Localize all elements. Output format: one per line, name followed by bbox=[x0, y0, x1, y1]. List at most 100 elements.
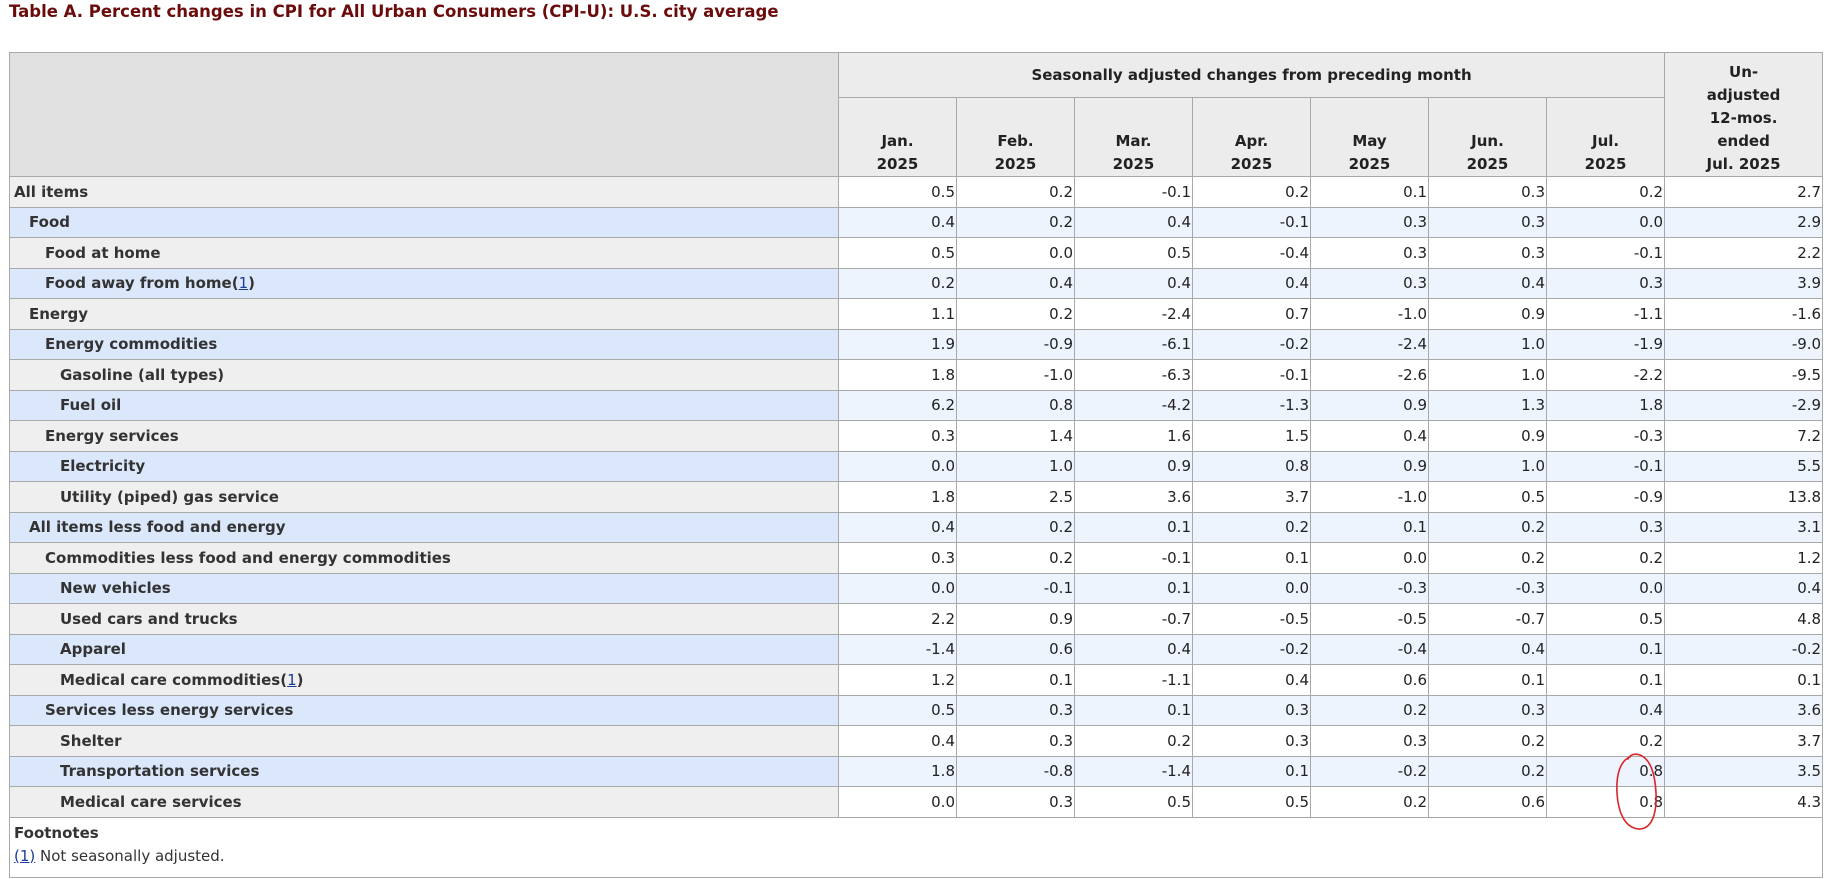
value-cell: 0.8 bbox=[956, 389, 1075, 421]
value-cell: -2.6 bbox=[1310, 359, 1429, 391]
row-label-cell: Commodities less food and energy commodi… bbox=[9, 542, 839, 574]
unadjusted-header-line: 12-mos. bbox=[1709, 109, 1778, 127]
unadjusted-12mo-header: Un-adjusted 12-mos. ended Jul. 2025 bbox=[1664, 52, 1824, 177]
value-cell: -0.9 bbox=[1545, 481, 1666, 513]
value-cell: 4.8 bbox=[1664, 603, 1824, 635]
table-row: Used cars and trucks 2.2 0.9 -0.7 -0.5 -0.5 -0… bbox=[9, 603, 1824, 635]
year-label: 2025 bbox=[1230, 155, 1273, 173]
value-cell: 0.4 bbox=[1074, 206, 1193, 238]
row-label: Apparel bbox=[60, 640, 126, 659]
value-cell: -0.3 bbox=[1545, 420, 1666, 452]
footnote-ref-link[interactable]: 1 bbox=[287, 670, 297, 689]
seasonally-adjusted-header: Seasonally adjusted changes from precedi… bbox=[837, 52, 1666, 98]
footnotes-title: Footnotes bbox=[14, 823, 99, 842]
value-cell: -0.5 bbox=[1192, 603, 1311, 635]
value-cell: -0.7 bbox=[1074, 603, 1193, 635]
value-cell: 1.0 bbox=[1428, 328, 1547, 360]
unadjusted-header-line: Un- bbox=[1729, 63, 1759, 81]
row-label: Used cars and trucks bbox=[60, 609, 238, 628]
table-row: Energy 1.1 0.2 -2.4 0.7 -1.0 0.9 -1.1 -1.6 bbox=[9, 298, 1824, 330]
value-cell: 0.0 bbox=[1545, 206, 1666, 238]
value-cell: 0.1 bbox=[1664, 664, 1824, 696]
footnote-paren: ) bbox=[248, 274, 255, 293]
row-label-cell: Transportation services bbox=[9, 755, 839, 787]
footnote-ref-link[interactable]: (1) bbox=[14, 846, 36, 865]
value-cell: 0.4 bbox=[1664, 572, 1824, 604]
footnote-paren: ) bbox=[296, 670, 304, 689]
value-cell: -1.3 bbox=[1192, 389, 1311, 421]
row-label-cell: Medical care services bbox=[9, 786, 839, 818]
value-cell: 1.0 bbox=[1428, 359, 1547, 391]
value-cell: 0.5 bbox=[838, 237, 957, 269]
value-cell: 0.2 bbox=[956, 206, 1075, 238]
row-label: Utility (piped) gas service bbox=[60, 487, 279, 506]
row-label-cell: Medical care commodities(1) bbox=[9, 664, 839, 696]
value-cell: 0.1 bbox=[1074, 572, 1193, 604]
value-cell: 0.3 bbox=[1428, 237, 1547, 269]
year-label: 2025 bbox=[876, 155, 919, 173]
value-cell: -0.1 bbox=[956, 572, 1075, 604]
value-cell: -1.4 bbox=[838, 633, 957, 665]
value-cell: 0.2 bbox=[956, 298, 1075, 330]
table-row: Commodities less food and energy commodi… bbox=[9, 542, 1824, 574]
row-label: Food away from home bbox=[45, 274, 232, 293]
month-label: Mar. bbox=[1115, 132, 1152, 150]
value-cell: -0.4 bbox=[1310, 633, 1429, 665]
value-cell: -0.5 bbox=[1310, 603, 1429, 635]
month-header-6: Jul. 2025 bbox=[1545, 97, 1666, 177]
value-cell: 0.5 bbox=[1192, 786, 1311, 818]
row-label: Services less energy services bbox=[45, 701, 294, 720]
value-cell: 1.0 bbox=[956, 450, 1075, 482]
unadjusted-header-line: ended bbox=[1717, 132, 1770, 150]
value-cell: 3.7 bbox=[1664, 725, 1824, 757]
row-label-cell: Energy bbox=[9, 298, 839, 330]
month-label: Feb. bbox=[997, 132, 1034, 150]
value-cell: -0.1 bbox=[1074, 176, 1193, 208]
value-cell: 0.3 bbox=[1310, 206, 1429, 238]
value-cell: 1.3 bbox=[1428, 389, 1547, 421]
value-cell: 0.3 bbox=[1192, 694, 1311, 726]
value-cell: -0.1 bbox=[1192, 359, 1311, 391]
value-cell: -0.8 bbox=[956, 755, 1075, 787]
row-label-cell: Services less energy services bbox=[9, 694, 839, 726]
value-cell: 1.4 bbox=[956, 420, 1075, 452]
row-label: Energy services bbox=[45, 426, 179, 445]
footnote-ref-link[interactable]: 1 bbox=[238, 274, 249, 293]
value-cell: 0.4 bbox=[1074, 267, 1193, 299]
table-row: All items 0.5 0.2 -0.1 0.2 0.1 0.3 0.2 2.7 bbox=[9, 176, 1824, 208]
value-cell: 0.3 bbox=[1192, 725, 1311, 757]
value-cell: 2.9 bbox=[1664, 206, 1824, 238]
table-row: New vehicles 0.0 -0.1 0.1 0.0 -0.3 -0.3 0.0 0.4 bbox=[9, 572, 1824, 604]
table-row: Energy services 0.3 1.4 1.6 1.5 0.4 0.9 -0.3 7.2 bbox=[9, 420, 1824, 452]
value-cell: 3.6 bbox=[1664, 694, 1824, 726]
value-cell: 1.8 bbox=[838, 359, 957, 391]
value-cell: 0.4 bbox=[1310, 420, 1429, 452]
value-cell: 0.1 bbox=[1192, 755, 1311, 787]
value-cell: 0.3 bbox=[1545, 511, 1666, 543]
value-cell: 0.1 bbox=[956, 664, 1075, 696]
year-label: 2025 bbox=[1348, 155, 1391, 173]
value-cell: 2.5 bbox=[956, 481, 1075, 513]
value-cell: 3.9 bbox=[1664, 267, 1824, 299]
row-label-cell: Shelter bbox=[9, 725, 839, 757]
value-cell: 0.9 bbox=[1428, 298, 1547, 330]
value-cell: 1.8 bbox=[1545, 389, 1666, 421]
row-label-cell: Gasoline (all types) bbox=[9, 359, 839, 391]
value-cell: 0.2 bbox=[1545, 542, 1666, 574]
table-row: Food away from home(1) 0.2 0.4 0.4 0.4 0.3 0.4… bbox=[9, 267, 1824, 299]
value-cell: 0.0 bbox=[838, 450, 957, 482]
cpi-table: Seasonally adjusted changes from precedi… bbox=[8, 52, 1824, 878]
value-cell: 0.2 bbox=[1428, 542, 1547, 574]
value-cell: 0.2 bbox=[1192, 511, 1311, 543]
value-cell: 0.1 bbox=[1192, 542, 1311, 574]
value-cell: 0.5 bbox=[1074, 237, 1193, 269]
value-cell: -0.2 bbox=[1310, 755, 1429, 787]
table-row: Energy commodities 1.9 -0.9 -6.1 -0.2 -2.4 1.0… bbox=[9, 328, 1824, 360]
value-cell: 0.4 bbox=[1428, 633, 1547, 665]
value-cell: -0.1 bbox=[1192, 206, 1311, 238]
table-title: Table A. Percent changes in CPI for All … bbox=[9, 2, 779, 21]
table-row: Transportation services 1.8 -0.8 -1.4 0.1 -0.… bbox=[9, 755, 1824, 787]
value-cell: 0.2 bbox=[1428, 755, 1547, 787]
month-label: Jul. bbox=[1591, 132, 1620, 150]
value-cell: 0.1 bbox=[1074, 511, 1193, 543]
